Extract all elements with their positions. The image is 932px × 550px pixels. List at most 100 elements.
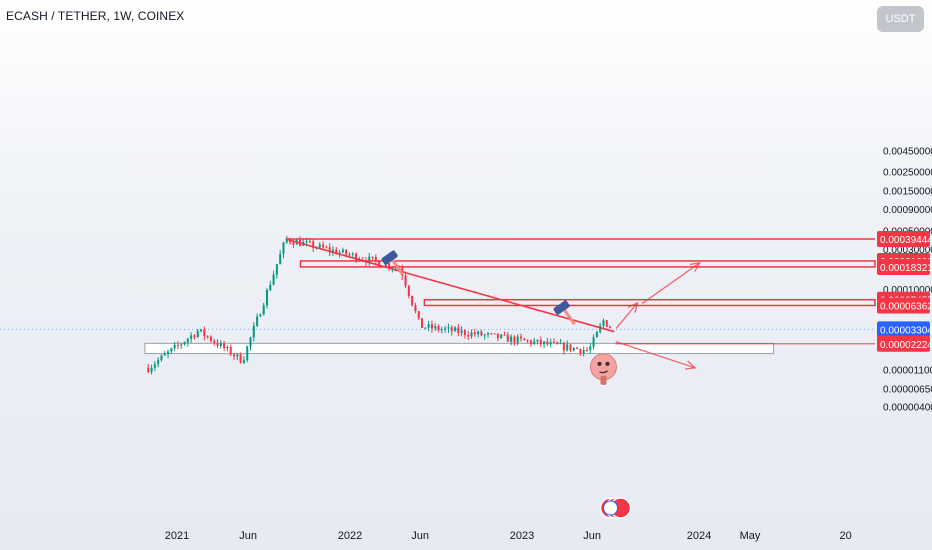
candle[interactable] (526, 339, 529, 344)
candle[interactable] (190, 332, 193, 343)
candle[interactable] (176, 341, 179, 350)
candle[interactable] (503, 331, 506, 336)
candle[interactable] (430, 320, 433, 333)
candle[interactable] (374, 254, 377, 265)
candle[interactable] (246, 345, 249, 363)
candle[interactable] (275, 264, 278, 279)
candle[interactable] (493, 333, 496, 335)
candle[interactable] (559, 338, 562, 345)
candle[interactable] (219, 340, 222, 349)
candle[interactable] (480, 329, 483, 337)
price-tag[interactable]: 0.00018321 (877, 258, 932, 275)
candle[interactable] (566, 340, 569, 352)
candle[interactable] (533, 337, 536, 346)
candle[interactable] (312, 238, 315, 252)
candle[interactable] (407, 284, 410, 299)
candle[interactable] (265, 287, 269, 309)
candle[interactable] (223, 340, 226, 352)
candle[interactable] (549, 338, 552, 348)
candle[interactable] (249, 336, 252, 351)
candle[interactable] (582, 346, 585, 357)
candle[interactable] (256, 313, 259, 328)
candle[interactable] (193, 334, 196, 340)
candle[interactable] (196, 329, 199, 338)
candle[interactable] (513, 335, 516, 346)
candle[interactable] (242, 356, 245, 364)
candle[interactable] (473, 328, 476, 337)
candle[interactable] (147, 363, 150, 374)
candle[interactable] (262, 302, 265, 316)
candle[interactable] (539, 336, 542, 348)
candle[interactable] (322, 241, 325, 249)
candle[interactable] (500, 333, 503, 339)
candle[interactable] (470, 329, 473, 339)
candle[interactable] (572, 347, 575, 352)
candle[interactable] (424, 327, 427, 330)
candle[interactable] (486, 331, 490, 338)
candle[interactable] (200, 329, 203, 333)
candle[interactable] (467, 331, 470, 341)
candle[interactable] (213, 338, 216, 346)
candle[interactable] (589, 342, 592, 354)
candle[interactable] (434, 323, 437, 331)
price-tag[interactable]: 0.00039444 (877, 230, 932, 247)
candle[interactable] (232, 353, 236, 360)
candle[interactable] (173, 341, 176, 352)
candle[interactable] (483, 333, 486, 340)
candle[interactable] (602, 318, 605, 328)
candle[interactable] (440, 326, 443, 334)
candle[interactable] (605, 319, 608, 328)
candle[interactable] (569, 344, 572, 353)
candle[interactable] (259, 313, 262, 317)
candle[interactable] (371, 256, 374, 261)
candle[interactable] (427, 320, 430, 332)
candle[interactable] (153, 361, 156, 372)
candle[interactable] (331, 246, 335, 256)
candle[interactable] (516, 334, 519, 346)
candle[interactable] (490, 332, 493, 335)
price-tag[interactable]: 0.00002224 (877, 335, 932, 352)
candle[interactable] (414, 302, 417, 314)
candle[interactable] (609, 325, 612, 329)
candle[interactable] (341, 247, 344, 254)
candle[interactable] (170, 347, 173, 354)
candle[interactable] (282, 241, 285, 259)
currency-button[interactable]: USDT (877, 6, 924, 32)
candle[interactable] (496, 333, 499, 342)
candle[interactable] (206, 335, 209, 339)
us-flag-event-icon[interactable] (599, 497, 632, 519)
candle[interactable] (552, 338, 556, 343)
candle[interactable] (477, 330, 480, 338)
candle[interactable] (252, 322, 255, 342)
candle[interactable] (463, 329, 466, 339)
price-tag[interactable]: 0.00006362 (877, 297, 932, 314)
candle[interactable] (186, 337, 189, 347)
candle[interactable] (523, 337, 526, 341)
candle[interactable] (460, 326, 463, 337)
candle[interactable] (457, 323, 460, 337)
candle[interactable] (368, 252, 371, 266)
candle[interactable] (417, 310, 420, 321)
candle[interactable] (180, 342, 183, 349)
candle[interactable] (536, 339, 539, 345)
candle[interactable] (506, 332, 509, 342)
candle[interactable] (183, 341, 186, 346)
candle[interactable] (510, 334, 513, 346)
candle[interactable] (421, 318, 424, 329)
candle[interactable] (437, 324, 440, 333)
candle[interactable] (209, 335, 212, 343)
candle[interactable] (562, 341, 565, 355)
candle[interactable] (325, 245, 328, 249)
candle[interactable] (160, 354, 163, 362)
candle[interactable] (595, 331, 598, 338)
candle[interactable] (203, 326, 206, 341)
candle[interactable] (236, 353, 239, 361)
candle[interactable] (157, 357, 160, 368)
candle[interactable] (411, 295, 414, 307)
candle[interactable] (404, 271, 407, 289)
candle[interactable] (150, 364, 153, 375)
candle[interactable] (447, 323, 450, 334)
candle[interactable] (454, 326, 457, 332)
candle[interactable] (226, 345, 229, 352)
